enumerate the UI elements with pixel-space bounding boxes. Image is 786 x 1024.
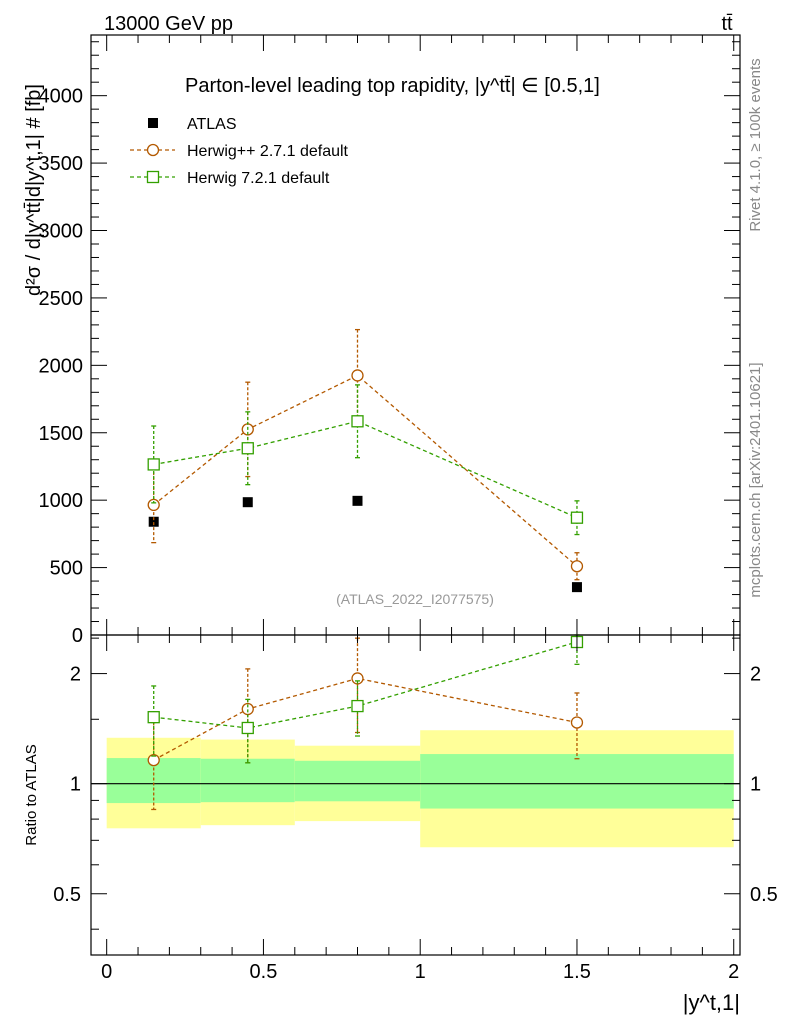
ratio-frame bbox=[90, 634, 741, 956]
ratio-data-point bbox=[147, 753, 160, 767]
y-tick-label: 4000 bbox=[39, 86, 84, 108]
data-point bbox=[147, 498, 160, 512]
ratio-ylabel: Ratio to ATLAS bbox=[23, 744, 40, 845]
y-tick-label: 1500 bbox=[39, 423, 84, 445]
stat-uncertainty-band bbox=[200, 758, 295, 803]
header-right: tt̄ bbox=[721, 13, 733, 35]
ratio-series-line bbox=[153, 641, 578, 729]
series-atlas bbox=[148, 495, 582, 593]
legend-herwigpp-marker bbox=[146, 143, 160, 157]
side-label-top: Rivet 4.1.0, ≥ 100k events bbox=[747, 58, 764, 231]
data-point bbox=[242, 497, 253, 508]
ratio-panel: 0.5 0.5 1 1 2 2 0 0.5 1 1.5 2 Ratio to ATLAS |y^t,… bbox=[23, 634, 778, 1015]
data-point bbox=[570, 511, 584, 524]
ratio-y-tick-label-right: 0.5 bbox=[750, 884, 778, 906]
data-point bbox=[352, 495, 363, 506]
data-point bbox=[148, 516, 159, 527]
series-line bbox=[153, 420, 578, 519]
header-left: 13000 GeV pp bbox=[104, 13, 233, 35]
legend-herwig7-marker bbox=[146, 170, 160, 184]
ratio-data-point bbox=[351, 699, 364, 713]
y-tick-label: 1000 bbox=[39, 490, 84, 512]
data-point bbox=[351, 415, 364, 428]
main-ylabel: d²σ / d|y^tt̄|d|y^t,1| # [fb] bbox=[23, 84, 45, 296]
y-tick-label: 0 bbox=[72, 625, 83, 647]
y-tick-label: 2000 bbox=[39, 355, 84, 377]
data-point bbox=[241, 442, 254, 455]
legend: ATLAS Herwig++ 2.7.1 default Herwig 7.2.… bbox=[130, 116, 349, 187]
ratio-y-tick-label-right: 2 bbox=[750, 664, 761, 686]
x-tick-label: 1.5 bbox=[563, 961, 591, 983]
data-point bbox=[351, 369, 364, 382]
y-tick-label: 500 bbox=[50, 558, 83, 580]
x-tick-label: 0 bbox=[101, 961, 112, 983]
stat-uncertainty-band bbox=[420, 754, 734, 809]
x-tick-label: 0.5 bbox=[250, 961, 278, 983]
legend-herwig7-label: Herwig 7.2.1 default bbox=[187, 170, 330, 187]
stat-uncertainty-band bbox=[294, 760, 421, 802]
y-tick-label: 2500 bbox=[39, 288, 84, 310]
ratio-data-point bbox=[147, 711, 160, 724]
data-point bbox=[147, 458, 160, 471]
series-line bbox=[153, 374, 578, 567]
x-tick-label: 2 bbox=[728, 961, 739, 983]
y-tick-label: 3000 bbox=[39, 221, 84, 243]
x-tick-label: 1 bbox=[415, 961, 426, 983]
data-point bbox=[571, 582, 582, 593]
series-herwigpp-2-7-1-default bbox=[147, 328, 584, 581]
y-tick-label: 3500 bbox=[39, 153, 84, 175]
legend-atlas-label: ATLAS bbox=[187, 116, 237, 133]
ratio-data-point bbox=[570, 716, 584, 729]
x-axis-label: |y^t,1| bbox=[683, 990, 740, 1015]
ratio-y-tick-label: 0.5 bbox=[53, 884, 81, 906]
main-panel: 0 500 1000 1500 2000 2500 3000 3500 4000 Parton-… bbox=[23, 34, 741, 647]
legend-atlas-marker bbox=[148, 118, 158, 128]
ratio-y-tick-label: 2 bbox=[70, 664, 81, 686]
legend-herwigpp-label: Herwig++ 2.7.1 default bbox=[187, 143, 349, 160]
series-herwig-7-2-1-default bbox=[147, 384, 584, 536]
ratio-y-tick-label-right: 1 bbox=[750, 774, 761, 796]
main-title: Parton-level leading top rapidity, |y^tt… bbox=[185, 75, 600, 97]
watermark: (ATLAS_2022_I2077575) bbox=[336, 591, 494, 607]
ratio-data-point bbox=[241, 721, 254, 735]
data-point bbox=[570, 560, 584, 573]
ratio-series-line bbox=[153, 677, 578, 761]
side-label-bottom: mcplots.cern.ch [arXiv:2401.10621] bbox=[747, 362, 764, 597]
ratio-y-tick-label: 1 bbox=[70, 774, 81, 796]
ratio-data-point bbox=[351, 672, 364, 685]
